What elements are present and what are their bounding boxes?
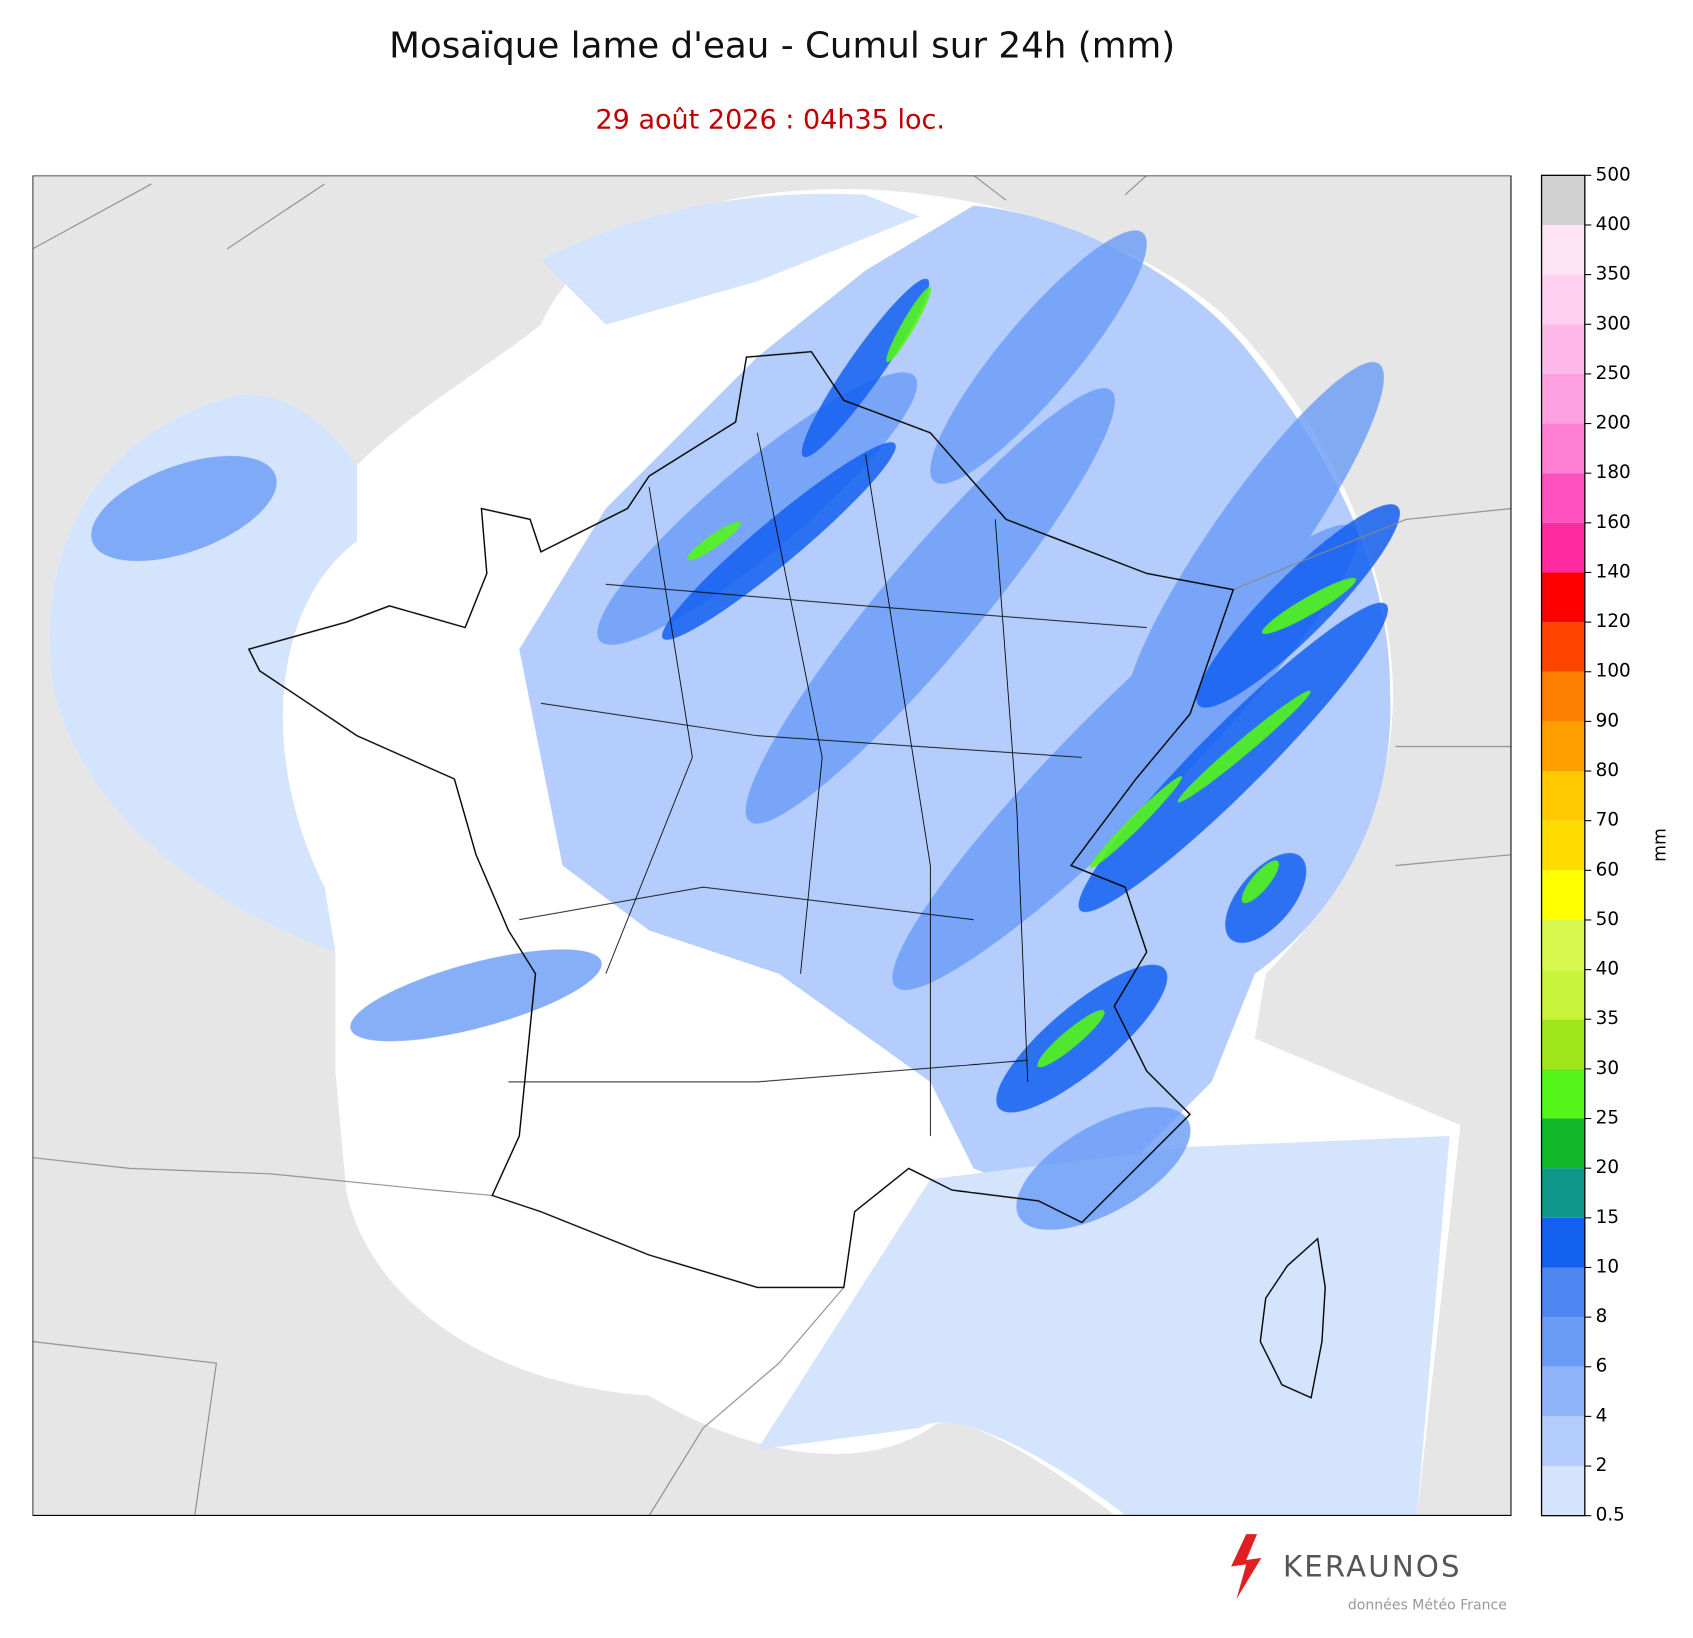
colorbar-segment	[1541, 622, 1585, 672]
colorbar-segment	[1541, 522, 1585, 573]
colorbar-tick-label: 140	[1596, 561, 1631, 582]
colorbar-segment	[1541, 870, 1585, 920]
title: Mosaïque lame d'eau - Cumul sur 24h (mm)	[389, 26, 1175, 67]
colorbar-tick-label: 200	[1596, 413, 1631, 434]
colorbar-segment	[1541, 1366, 1585, 1417]
colorbar-tick-label: 300	[1596, 313, 1631, 334]
colorbar-tick-label: 90	[1596, 710, 1619, 731]
subtitle: 29 août 2026 : 04h35 loc.	[595, 105, 945, 136]
colorbar-segment	[1541, 1118, 1585, 1169]
colorbar-segment	[1541, 820, 1585, 871]
colorbar: 0.5 2 4 6 8 10 15 20 25 30 35 40 50 60 70 80 90 100 120 140…	[1540, 164, 1631, 1526]
colorbar-tick-label: 50	[1596, 909, 1619, 930]
rain-streaks	[687, 287, 1357, 1068]
map	[32, 175, 1512, 1516]
department-borders	[508, 432, 1147, 1136]
colorbar-tick-label: 80	[1596, 760, 1619, 781]
colorbar-segment	[1541, 1416, 1585, 1467]
colorbar-segment	[1541, 919, 1585, 970]
colorbar-frame	[1540, 174, 1586, 1517]
colorbar-segment	[1541, 572, 1585, 623]
colorbar-segment	[1541, 1068, 1585, 1119]
corsica-outline	[1259, 1237, 1326, 1399]
colorbar-label: mm	[1651, 828, 1671, 862]
colorbar-tick-label: 100	[1596, 661, 1631, 682]
colorbar-segment	[1541, 1466, 1585, 1516]
colorbar-tick-label: 160	[1596, 512, 1631, 533]
colorbar-segment	[1541, 473, 1585, 523]
colorbar-segment	[1541, 771, 1585, 821]
colorbar-tick-label: 25	[1596, 1108, 1619, 1129]
colorbar-tick-label: 2	[1596, 1455, 1608, 1476]
logo-brand: KERAUNOS	[1283, 1550, 1462, 1584]
rain-area	[519, 205, 1391, 1212]
colorbar-tick-label: 10	[1596, 1256, 1619, 1277]
colorbar-tick-label: 6	[1596, 1356, 1608, 1377]
colorbar-segment	[1541, 671, 1585, 722]
colorbar-tick-label: 500	[1596, 164, 1631, 185]
colorbar-segment	[1541, 274, 1585, 325]
colorbar-tick-label: 20	[1596, 1157, 1619, 1178]
colorbar-segment	[1541, 1168, 1585, 1218]
colorbar-segment	[1541, 373, 1585, 424]
colorbar-tick-label: 120	[1596, 611, 1631, 632]
colorbar-tick-label: 15	[1596, 1207, 1619, 1228]
colorbar-segment	[1541, 175, 1585, 225]
colorbar-segment	[1541, 1317, 1585, 1367]
logo: KERAUNOS données Météo France	[1231, 1534, 1507, 1613]
colorbar-tick-label: 180	[1596, 462, 1631, 483]
colorbar-segment	[1541, 969, 1585, 1020]
colorbar-tick-label: 35	[1596, 1008, 1619, 1029]
colorbar-segment	[1541, 224, 1585, 275]
colorbar-tick-label: 40	[1596, 959, 1619, 980]
logo-credit: données Météo France	[1348, 1597, 1507, 1613]
france-outline	[247, 350, 1235, 1289]
colorbar-tick-label: 400	[1596, 214, 1631, 235]
colorbar-segment	[1541, 423, 1585, 474]
colorbar-tick-label: 70	[1596, 810, 1619, 831]
colorbar-tick-label: 4	[1596, 1405, 1608, 1426]
colorbar-segment	[1541, 1217, 1585, 1268]
colorbar-tick-label: 60	[1596, 859, 1619, 880]
logo-icon	[1231, 1534, 1262, 1599]
colorbar-tick-label: 30	[1596, 1058, 1619, 1079]
rain-area	[540, 193, 920, 325]
colorbar-tick-label: 350	[1596, 264, 1631, 285]
colorbar-tick-label: 8	[1596, 1306, 1608, 1327]
colorbar-segment	[1541, 1267, 1585, 1318]
colorbar-segment	[1541, 721, 1585, 772]
colorbar-tick-label: 250	[1596, 363, 1631, 384]
colorbar-segment	[1541, 324, 1585, 374]
rain-area	[757, 1135, 1450, 1515]
country-borders	[32, 175, 1512, 1516]
colorbar-segment	[1541, 1019, 1585, 1069]
colorbar-tick-label: 0.5	[1596, 1505, 1625, 1526]
